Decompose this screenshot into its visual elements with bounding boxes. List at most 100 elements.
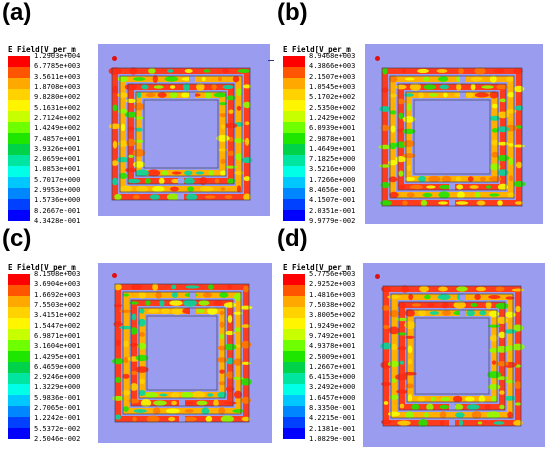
field-blob (220, 187, 225, 191)
field-blob (476, 286, 486, 292)
field-blob (458, 419, 464, 427)
field-blob (402, 116, 416, 123)
legend-tick-label: 7.5503e+002 (34, 300, 81, 309)
field-blob (122, 373, 130, 379)
ring-track (139, 308, 225, 398)
field-blob (499, 98, 507, 103)
field-blob (481, 85, 494, 89)
field-blob (128, 154, 134, 158)
field-blob (170, 91, 178, 99)
field-blob (407, 394, 413, 402)
field-blob (112, 140, 118, 149)
field-blob (111, 160, 119, 166)
legend-swatch (283, 406, 305, 417)
field-blob (141, 84, 149, 90)
field-blob (165, 408, 180, 414)
field-blob (398, 184, 406, 190)
panel-b: (b) E Field[V_per_m 8.9468e+003 4.3866e+0… (275, 0, 550, 225)
field-blob (491, 151, 499, 158)
field-blob (411, 303, 421, 307)
legend-tick-label: 3.1604e+001 (34, 342, 81, 351)
field-blob (399, 403, 405, 409)
field-blob (443, 92, 448, 98)
field-blob (241, 157, 253, 164)
field-blob (112, 358, 124, 365)
field-blob (243, 285, 249, 293)
field-blob (138, 318, 146, 327)
field-blob (488, 295, 501, 299)
field-blob (465, 92, 474, 98)
field-blob (160, 308, 170, 314)
field-blob (131, 313, 137, 321)
legend-swatch (8, 428, 30, 439)
legend-tick-label: 6.4659e+000 (34, 362, 81, 371)
field-blob (454, 403, 464, 411)
legend-swatch (8, 188, 30, 199)
field-blob (111, 177, 119, 186)
field-blob (381, 382, 391, 386)
field-blob (514, 402, 522, 406)
field-blob (423, 76, 430, 82)
field-blob (132, 149, 146, 157)
field-blob (479, 176, 486, 182)
field-blob (131, 284, 143, 290)
legend-title: E Field[V_per_m (8, 263, 76, 272)
field-blob (226, 371, 234, 379)
field-blob (513, 68, 523, 74)
field-blob (213, 399, 219, 407)
field-blob (429, 311, 439, 315)
field-blob (441, 301, 449, 309)
field-blob (112, 104, 118, 112)
legend-tick-label: 1.4816e+003 (309, 290, 356, 299)
field-blob (507, 192, 515, 198)
field-blob (513, 144, 525, 148)
legend-swatch (8, 67, 30, 78)
field-blob (241, 396, 251, 404)
legend-swatch (8, 210, 30, 221)
resonator-rings (112, 283, 253, 423)
resonator-rings (380, 285, 525, 427)
field-blob (138, 291, 146, 299)
field-blob (228, 136, 234, 142)
legend-tick-label: 8.1508e+003 (34, 270, 81, 278)
field-blob (407, 345, 413, 354)
field-blob (127, 126, 135, 131)
legend-tick-label: 5.1631e+002 (34, 103, 81, 112)
ring-outline (413, 99, 491, 175)
field-blob (167, 69, 174, 73)
field-blob (485, 301, 492, 309)
field-blob (470, 76, 483, 82)
legend-tick-label: 2.0351e-001 (309, 206, 356, 215)
field-blob (403, 371, 417, 376)
field-blob (488, 348, 500, 353)
field-blob (438, 201, 448, 205)
field-blob (217, 345, 227, 351)
field-blob (426, 403, 434, 411)
field-blob (436, 69, 448, 73)
field-blob (389, 191, 399, 199)
field-blob (119, 325, 133, 330)
resonator-rings (108, 67, 253, 201)
legend-swatch (283, 144, 305, 155)
legend-swatch (8, 274, 30, 285)
legend-swatch (283, 340, 305, 351)
ring-split-gap (460, 92, 466, 98)
field-blob (438, 76, 449, 82)
panel-a: (a) E Field[V_per_m 1.2903e+004 6.7785e+0… (0, 0, 275, 225)
field-blob (499, 390, 505, 395)
field-blob (395, 373, 409, 381)
legend-tick-label: 4.1507e-001 (309, 196, 356, 205)
field-blob (222, 68, 230, 74)
legend-tick-label: 1.2903e+004 (34, 52, 81, 60)
ring-split-gap (190, 308, 196, 314)
legend-tick-label: 2.5046e-002 (34, 435, 81, 443)
field-blob (214, 178, 220, 184)
field-blob (161, 170, 169, 176)
field-blob (426, 185, 436, 189)
legend-tick-label: 1.6457e+000 (309, 393, 356, 402)
field-blob (135, 169, 149, 177)
field-blob (516, 161, 522, 169)
field-blob (495, 286, 505, 292)
field-blob (489, 334, 499, 342)
field-blob (401, 285, 409, 293)
